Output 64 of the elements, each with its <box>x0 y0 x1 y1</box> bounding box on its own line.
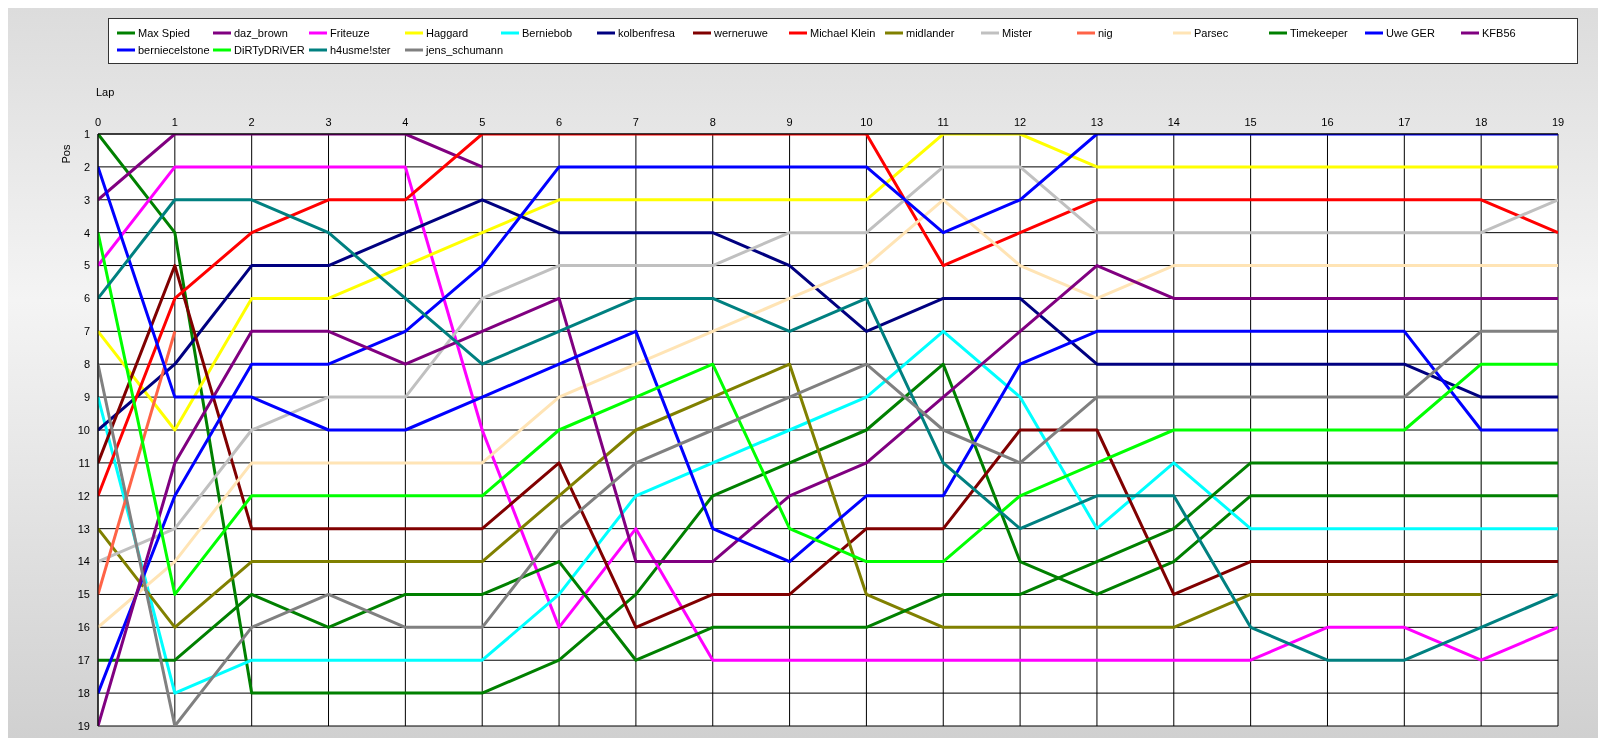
x-tick-label: 9 <box>786 116 793 128</box>
y-tick-label: 10 <box>77 423 90 436</box>
x-tick-label: 0 <box>94 116 102 128</box>
y-tick-label: 13 <box>77 522 90 535</box>
x-tick-label: 5 <box>479 116 486 128</box>
line-series <box>98 198 1558 432</box>
line-series <box>98 231 1558 596</box>
legend-label: Haggard <box>426 26 469 39</box>
y-tick-label: 9 <box>83 391 90 404</box>
y-tick-label: 17 <box>77 654 90 667</box>
x-tick-label: 10 <box>860 116 873 128</box>
x-tick-label: 13 <box>1090 116 1104 128</box>
x-tick-label: 8 <box>709 116 716 128</box>
y-axis-title: Pos <box>60 144 72 164</box>
y-tick-label: 16 <box>77 621 90 634</box>
x-tick-label: 19 <box>1551 116 1565 128</box>
y-tick-label: 8 <box>83 358 90 371</box>
x-tick-label: 18 <box>1475 116 1488 128</box>
legend-label: Timekeeper <box>1290 26 1348 39</box>
legend-label: nig <box>1098 26 1113 39</box>
x-tick-label: 15 <box>1244 116 1257 128</box>
legend-label: Uwe GER <box>1386 26 1435 39</box>
legend-label: berniecelstone <box>138 43 210 56</box>
x-axis-title: Lap <box>96 86 115 98</box>
y-tick-label: 14 <box>77 555 90 568</box>
y-tick-label: 5 <box>83 259 90 272</box>
y-tick-label: 11 <box>78 456 90 469</box>
y-tick-label: 15 <box>77 588 90 601</box>
line-series <box>98 264 1558 629</box>
legend-label: DiRTyDRiVER <box>234 43 305 56</box>
legend-label: kolbenfresa <box>618 26 675 39</box>
y-tick-label: 2 <box>83 160 90 173</box>
x-tick-label: 11 <box>937 116 949 128</box>
y-tick-label: 3 <box>83 193 90 206</box>
x-tick-label: 16 <box>1321 116 1334 128</box>
x-tick-label: 6 <box>555 116 563 128</box>
legend-label: KFB56 <box>1482 26 1516 39</box>
y-tick-label: 19 <box>77 719 90 732</box>
legend-label: daz_brown <box>234 26 288 39</box>
x-tick-label: 14 <box>1167 116 1180 128</box>
x-tick-label: 2 <box>248 116 255 128</box>
legend-label: Berniebob <box>522 26 573 39</box>
x-tick-label: 12 <box>1013 116 1027 128</box>
legend-label: h4usme!ster <box>330 43 391 56</box>
legend-label: Friteuze <box>330 26 370 39</box>
y-tick-label: 4 <box>83 226 90 239</box>
y-tick-label: 12 <box>77 489 90 502</box>
line-series <box>98 362 1483 629</box>
x-tick-label: 4 <box>402 116 409 128</box>
y-tick-label: 7 <box>83 325 90 338</box>
y-tick-label: 1 <box>83 127 90 140</box>
legend-label: midlander <box>906 26 955 39</box>
legend-label: jens_schumann <box>426 43 504 56</box>
legend-label: Parsec <box>1194 26 1229 39</box>
x-tick-label: 3 <box>325 116 332 128</box>
x-tick-label: 1 <box>171 116 178 128</box>
legend-label: Michael Klein <box>810 26 876 39</box>
legend-label: Mister <box>1002 26 1032 39</box>
legend-label: Max Spied <box>138 26 190 39</box>
legend-label: werneruwe <box>714 26 768 39</box>
y-tick-label: 6 <box>83 292 90 305</box>
x-tick-label: 17 <box>1398 116 1411 128</box>
y-tick-label: 18 <box>77 687 90 700</box>
x-tick-label: 7 <box>632 116 639 128</box>
